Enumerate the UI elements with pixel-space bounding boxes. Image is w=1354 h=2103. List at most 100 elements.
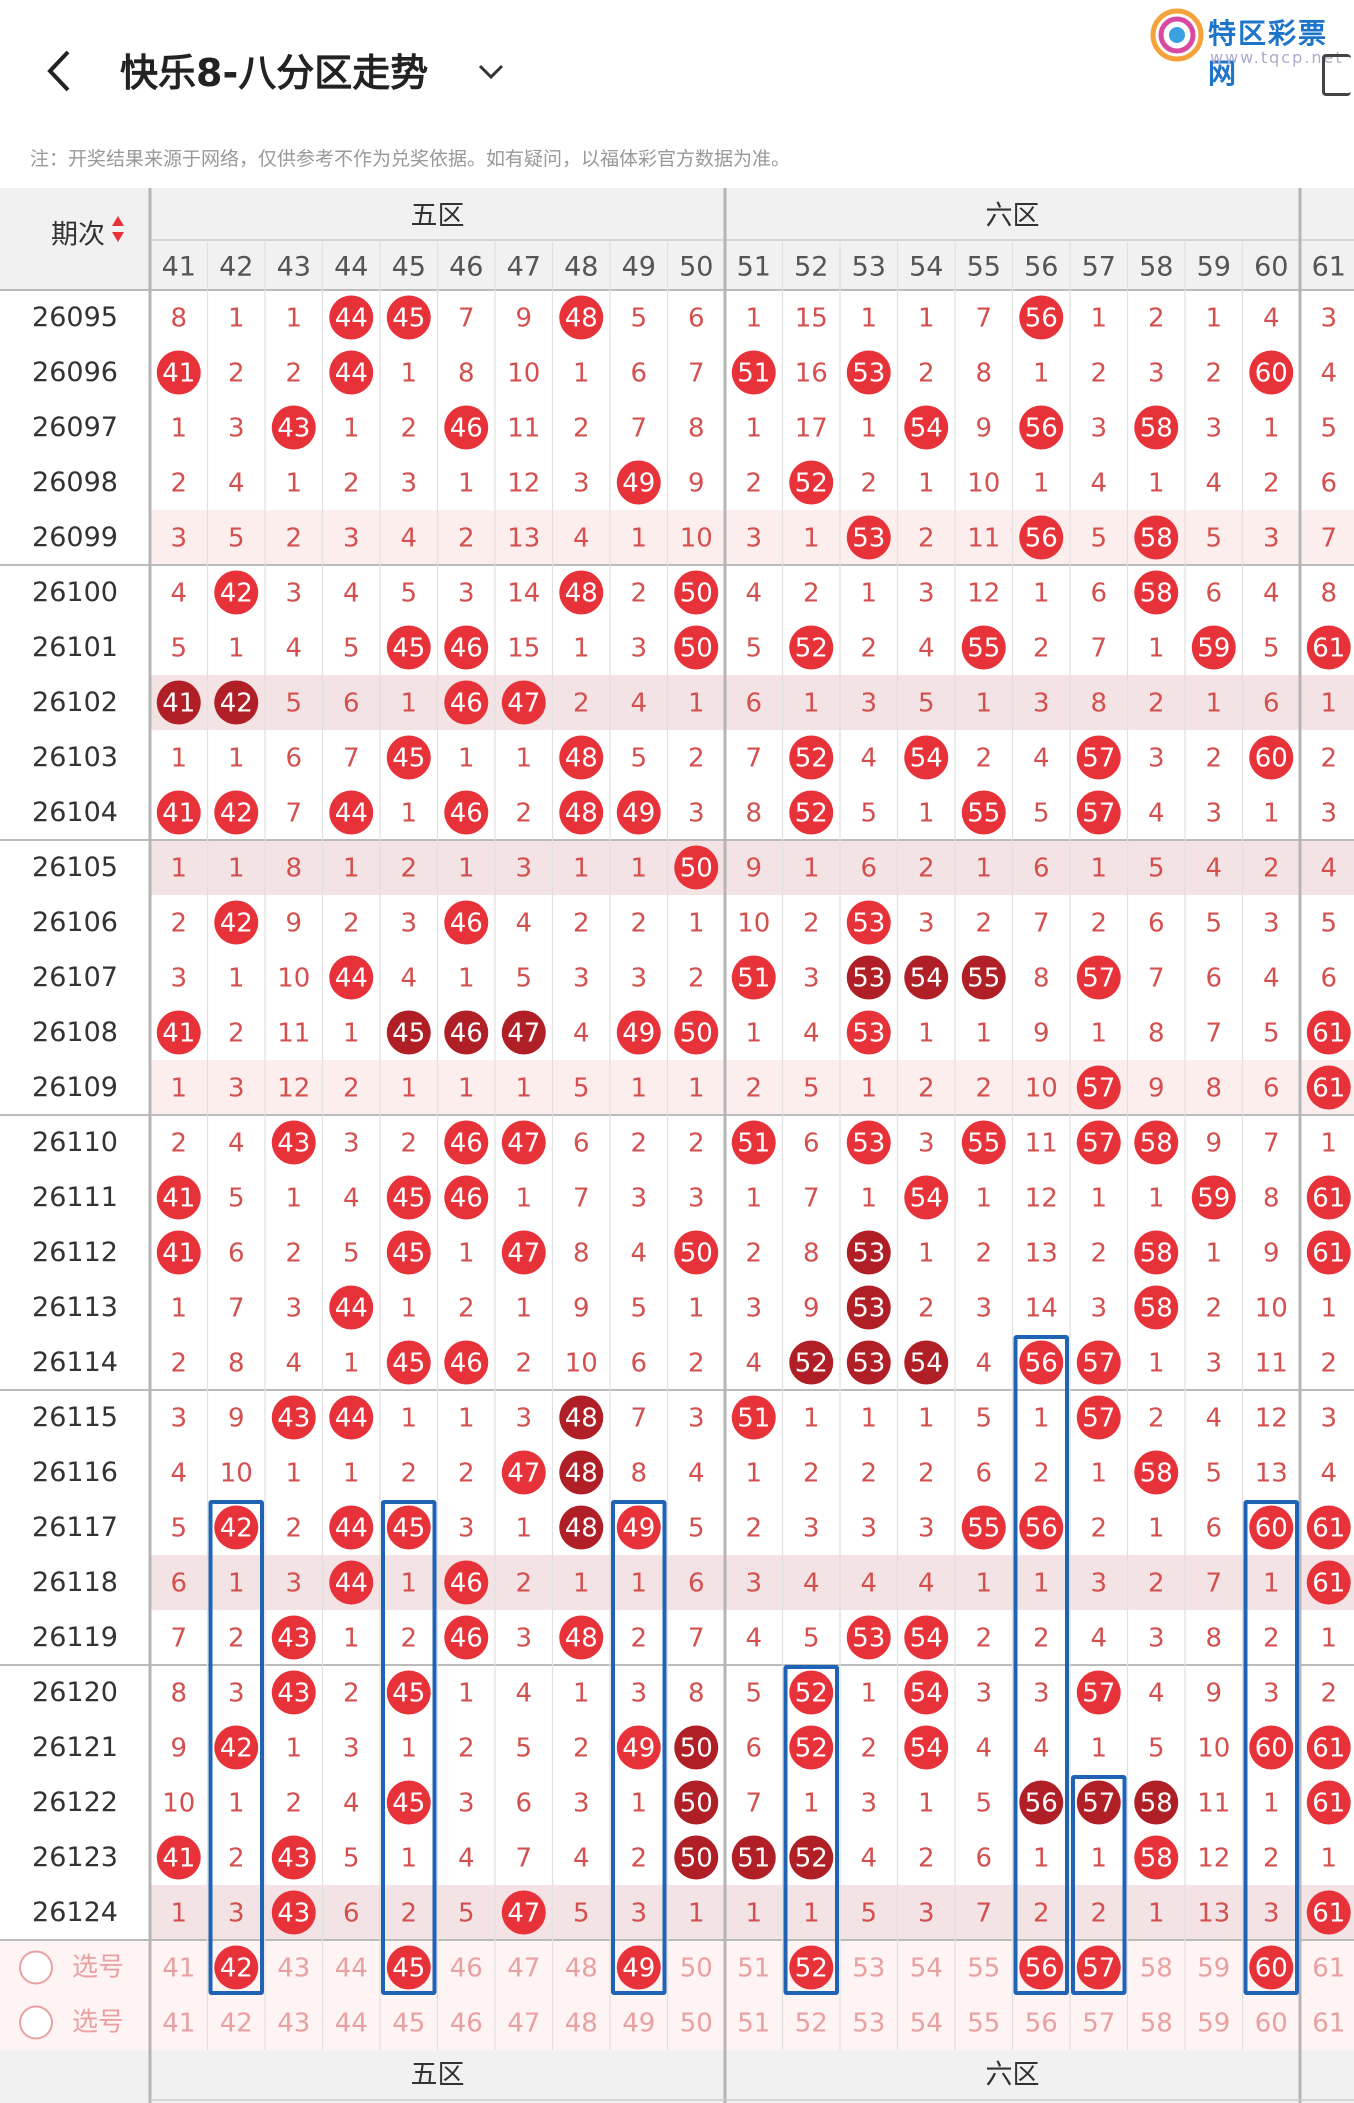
number-ball[interactable] <box>1134 1285 1179 1330</box>
number-ball[interactable] <box>731 1835 776 1880</box>
number-ball[interactable] <box>214 1505 259 1550</box>
number-ball[interactable] <box>156 790 201 835</box>
number-ball[interactable] <box>846 1010 891 1055</box>
number-ball[interactable] <box>386 625 431 670</box>
number-ball[interactable] <box>1191 625 1236 670</box>
number-ball[interactable] <box>444 680 489 725</box>
sort-down-icon[interactable] <box>112 232 124 242</box>
number-ball[interactable] <box>386 295 431 340</box>
number-ball[interactable] <box>674 625 719 670</box>
number-ball[interactable] <box>674 1725 719 1770</box>
number-ball[interactable] <box>1076 1340 1121 1385</box>
number-ball[interactable] <box>1306 1725 1351 1770</box>
number-ball[interactable] <box>961 955 1006 1000</box>
number-ball[interactable] <box>329 955 374 1000</box>
number-ball[interactable] <box>789 625 834 670</box>
number-ball[interactable] <box>616 1725 661 1770</box>
number-ball[interactable] <box>559 1450 604 1495</box>
number-ball[interactable] <box>904 1615 949 1660</box>
number-ball[interactable] <box>271 1890 316 1935</box>
chevron-down-icon[interactable] <box>474 54 508 88</box>
number-ball[interactable] <box>789 1340 834 1385</box>
number-ball[interactable] <box>386 1010 431 1055</box>
number-ball[interactable] <box>156 680 201 725</box>
number-ball[interactable] <box>1191 1175 1236 1220</box>
number-ball[interactable] <box>1076 735 1121 780</box>
number-ball[interactable] <box>1076 1670 1121 1715</box>
number-ball[interactable] <box>444 1120 489 1165</box>
number-ball[interactable] <box>674 1835 719 1880</box>
number-ball[interactable] <box>904 735 949 780</box>
number-ball[interactable] <box>386 1340 431 1385</box>
number-ball[interactable] <box>444 790 489 835</box>
select-radio[interactable] <box>19 1950 53 1985</box>
selected-ball[interactable] <box>214 1945 259 1990</box>
number-ball[interactable] <box>444 405 489 450</box>
back-arrow-icon[interactable] <box>40 46 80 96</box>
number-ball[interactable] <box>904 1670 949 1715</box>
number-ball[interactable] <box>214 790 259 835</box>
number-ball[interactable] <box>1306 1560 1351 1605</box>
number-ball[interactable] <box>271 1395 316 1440</box>
number-ball[interactable] <box>731 1395 776 1440</box>
number-ball[interactable] <box>271 1670 316 1715</box>
number-ball[interactable] <box>1019 295 1064 340</box>
number-ball[interactable] <box>329 1395 374 1440</box>
number-ball[interactable] <box>904 1175 949 1220</box>
number-ball[interactable] <box>674 1780 719 1825</box>
number-ball[interactable] <box>616 790 661 835</box>
number-ball[interactable] <box>616 460 661 505</box>
number-ball[interactable] <box>1249 735 1294 780</box>
number-ball[interactable] <box>1249 350 1294 395</box>
number-ball[interactable] <box>616 1505 661 1550</box>
number-ball[interactable] <box>1134 1120 1179 1165</box>
number-ball[interactable] <box>501 1120 546 1165</box>
number-ball[interactable] <box>156 1010 201 1055</box>
number-ball[interactable] <box>214 570 259 615</box>
number-ball[interactable] <box>1076 1065 1121 1110</box>
number-ball[interactable] <box>846 955 891 1000</box>
number-ball[interactable] <box>444 1175 489 1220</box>
number-ball[interactable] <box>1306 1175 1351 1220</box>
number-ball[interactable] <box>501 1890 546 1935</box>
selected-ball[interactable] <box>1249 1945 1294 1990</box>
number-ball[interactable] <box>904 1340 949 1385</box>
number-ball[interactable] <box>559 1505 604 1550</box>
number-ball[interactable] <box>329 1285 374 1330</box>
number-ball[interactable] <box>444 900 489 945</box>
device-icon[interactable] <box>1322 54 1351 96</box>
number-ball[interactable] <box>559 735 604 780</box>
number-ball[interactable] <box>501 680 546 725</box>
number-ball[interactable] <box>444 625 489 670</box>
selected-ball[interactable] <box>386 1945 431 1990</box>
number-ball[interactable] <box>674 845 719 890</box>
number-ball[interactable] <box>674 570 719 615</box>
number-ball[interactable] <box>501 1230 546 1275</box>
number-ball[interactable] <box>1134 1450 1179 1495</box>
selected-ball[interactable] <box>1076 1945 1121 1990</box>
number-ball[interactable] <box>559 1395 604 1440</box>
number-ball[interactable] <box>731 1120 776 1165</box>
number-ball[interactable] <box>329 790 374 835</box>
number-ball[interactable] <box>1076 1120 1121 1165</box>
number-ball[interactable] <box>674 1010 719 1055</box>
number-ball[interactable] <box>156 1230 201 1275</box>
number-ball[interactable] <box>271 1615 316 1660</box>
number-ball[interactable] <box>559 790 604 835</box>
number-ball[interactable] <box>1134 1780 1179 1825</box>
number-ball[interactable] <box>1076 1395 1121 1440</box>
number-ball[interactable] <box>1306 1230 1351 1275</box>
number-ball[interactable] <box>961 790 1006 835</box>
number-ball[interactable] <box>846 1230 891 1275</box>
selected-ball[interactable] <box>789 1945 834 1990</box>
number-ball[interactable] <box>156 350 201 395</box>
number-ball[interactable] <box>1019 405 1064 450</box>
number-ball[interactable] <box>1076 790 1121 835</box>
number-ball[interactable] <box>1076 1780 1121 1825</box>
number-ball[interactable] <box>386 1780 431 1825</box>
selected-ball[interactable] <box>1019 1945 1064 1990</box>
number-ball[interactable] <box>559 295 604 340</box>
number-ball[interactable] <box>1019 1340 1064 1385</box>
number-ball[interactable] <box>846 1615 891 1660</box>
number-ball[interactable] <box>846 900 891 945</box>
